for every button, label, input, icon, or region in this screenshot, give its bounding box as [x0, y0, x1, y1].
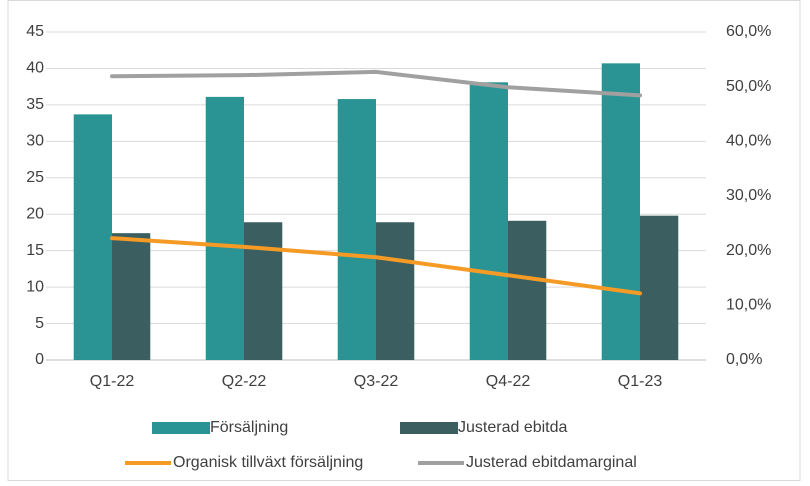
y-tick-label: 45 [26, 23, 44, 40]
y-tick-label: 30 [26, 133, 44, 150]
bar [205, 96, 244, 361]
bar [508, 220, 547, 360]
bar [469, 82, 508, 360]
legend-swatch [152, 422, 210, 434]
bar [112, 233, 151, 360]
y-tick-label: 10 [26, 278, 44, 295]
x-tick-label: Q3-22 [354, 373, 399, 390]
y2-tick-label: 60,0% [726, 23, 771, 40]
bar [244, 222, 283, 360]
y2-tick-label: 20,0% [726, 242, 771, 259]
bar [73, 114, 112, 360]
y-tick-label: 20 [26, 205, 44, 222]
y2-tick-label: 50,0% [726, 78, 771, 95]
y2-tick-label: 40,0% [726, 133, 771, 150]
x-tick-label: Q2-22 [222, 373, 267, 390]
y-tick-label: 35 [26, 96, 44, 113]
y-tick-label: 0 [35, 351, 44, 368]
y2-tick-label: 30,0% [726, 187, 771, 204]
line [110, 69, 642, 98]
x-tick-label: Q1-23 [618, 373, 663, 390]
y2-tick-label: 10,0% [726, 297, 771, 314]
y-tick-label: 5 [35, 315, 44, 332]
bar [640, 215, 679, 360]
y-tick-label: 25 [26, 169, 44, 186]
legend-label: Försäljning [210, 419, 288, 436]
x-tick-label: Q1-22 [90, 373, 135, 390]
line [110, 236, 642, 296]
bar [601, 63, 640, 360]
y2-tick-label: 0,0% [726, 351, 762, 368]
legend-label: Justerad ebitda [458, 419, 568, 436]
bar [337, 99, 376, 361]
legend-label: Justerad ebitdamarginal [466, 454, 637, 471]
legend-swatch [400, 422, 458, 434]
y-tick-label: 40 [26, 60, 44, 77]
legend-label: Organisk tillväxt försäljning [173, 454, 363, 471]
y-tick-label: 15 [26, 242, 44, 259]
x-tick-label: Q4-22 [486, 373, 531, 390]
bar [376, 222, 415, 360]
